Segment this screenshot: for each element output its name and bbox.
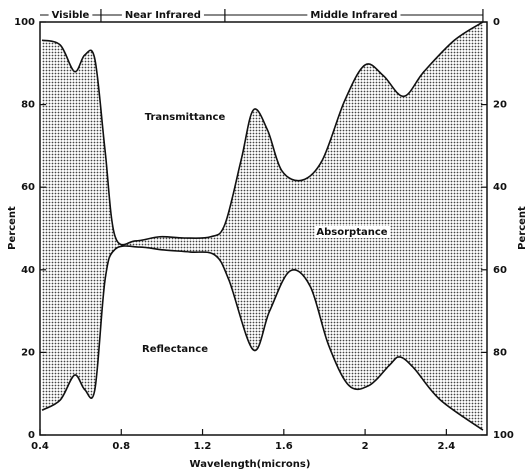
y-tick-label: 60 [21,182,35,193]
y2-tick-label: 0 [493,17,500,28]
y2-tick-label: 40 [493,182,507,193]
region-label-bg [48,9,93,21]
y-tick-label: 0 [28,430,35,441]
annotation-bg [314,226,390,238]
y2-tick-label: 80 [493,347,507,358]
x-tick-label: 2.4 [438,441,456,452]
x-tick-label: 2 [362,441,369,452]
y-tick-label: 100 [14,17,35,28]
y2-axis-label: Percent [517,206,528,250]
annotation: Absorptance [316,227,387,238]
region-label: Near Infrared [125,10,201,21]
y-tick-label: 20 [21,347,35,358]
x-axis-label: Wavelength(microns) [190,459,311,470]
x-tick-label: 1.2 [194,441,212,452]
region-label-bg [121,9,204,21]
absorptance-band [42,22,483,431]
curve [41,21,484,246]
y-tick-label: 40 [21,265,35,276]
annotation: Reflectance [142,344,208,355]
region-label: Visible [52,10,90,21]
region-label: Middle Infrared [310,10,397,21]
y-axis-label: Percent [7,206,18,250]
y-tick-label: 80 [21,100,35,111]
curve [41,245,484,431]
y2-tick-label: 60 [493,265,507,276]
annotation: Transmittance [145,112,226,123]
x-tick-label: 0.8 [112,441,130,452]
x-tick-label: 1.6 [275,441,293,452]
plot-frame [39,21,488,436]
y2-tick-label: 100 [493,430,514,441]
region-label-bg [307,9,401,21]
x-tick-label: 0.4 [31,441,49,452]
y2-tick-label: 20 [493,100,507,111]
